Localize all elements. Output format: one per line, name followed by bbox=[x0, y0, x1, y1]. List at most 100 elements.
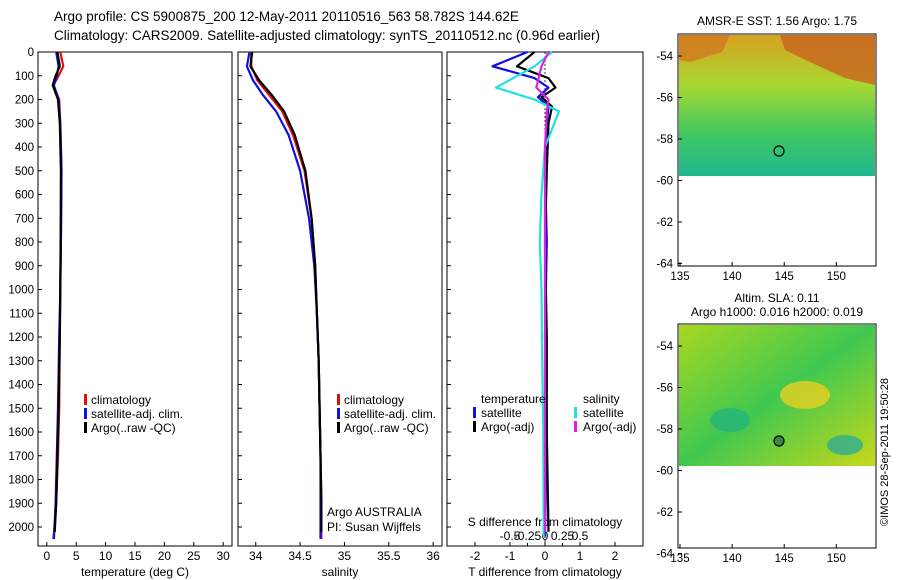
depth-tick-label: 1000 bbox=[8, 285, 34, 297]
lon-tick-label: 150 bbox=[827, 271, 846, 283]
series-line-salinity-argo-adj- bbox=[535, 51, 550, 532]
top-tick-label: -0.25 bbox=[514, 529, 542, 543]
top-tick-label: 0.25 bbox=[551, 529, 575, 543]
lon-tick-label: 135 bbox=[670, 271, 689, 283]
depth-tick-label: 1500 bbox=[8, 403, 34, 415]
depth-tick-label: 1300 bbox=[8, 356, 34, 368]
sla-map-title-line-2: Argo h1000: 0.016 h2000: 0.019 bbox=[691, 305, 863, 319]
sla-map: Altim. SLA: 0.11 Argo h1000: 0.016 h2000… bbox=[656, 291, 877, 565]
series-line-temperature-satellite bbox=[491, 50, 550, 537]
legend-label-sal-satellite: satellite bbox=[583, 406, 624, 420]
legend-label-climatology: climatology bbox=[344, 393, 404, 407]
x-tick-label: 10 bbox=[99, 549, 113, 563]
timestamp: ©IMOS 28-Sep-2011 19:50:28 bbox=[879, 378, 891, 526]
legend-salinity: climatology satellite-adj. clim. Argo(..… bbox=[327, 393, 436, 534]
chart-panel-1: 0100200300400500600700800900100011001200… bbox=[8, 47, 233, 579]
depth-tick-label: 100 bbox=[15, 71, 34, 83]
depth-tick-label: 1100 bbox=[9, 308, 34, 320]
legend-temperature: climatology satellite-adj. clim. Argo(..… bbox=[84, 393, 183, 435]
depth-tick-label: 200 bbox=[15, 95, 34, 107]
x-tick-label: 20 bbox=[158, 549, 172, 563]
x-tick-label: -1 bbox=[505, 549, 516, 563]
lat-tick-label: -54 bbox=[656, 51, 673, 63]
depth-tick-label: 1700 bbox=[8, 451, 34, 463]
legend-label-satellite: satellite-adj. clim. bbox=[344, 407, 436, 421]
plot-frame bbox=[37, 51, 233, 547]
depth-tick-label: 500 bbox=[15, 166, 34, 178]
depth-tick-label: 1600 bbox=[8, 427, 34, 439]
legend-label-argo: Argo(..raw -QC) bbox=[91, 421, 176, 435]
lon-tick-label: 135 bbox=[670, 553, 689, 565]
legend-swatch-satellite bbox=[84, 408, 87, 419]
legend-swatch-argo bbox=[84, 422, 87, 433]
lat-tick-label: -56 bbox=[656, 383, 673, 395]
sla-eddy bbox=[710, 408, 750, 432]
argo-location-marker bbox=[773, 435, 785, 447]
depth-tick-label: 700 bbox=[15, 213, 34, 225]
sst-map: AMSR-E SST: 1.56 Argo: 1.75 -54 -56 -58 -60… bbox=[656, 14, 877, 283]
figure-title-line-1: Argo profile: CS 5900875_200 12-May-2011… bbox=[54, 9, 519, 24]
depth-tick-label: 900 bbox=[15, 261, 34, 273]
x-axis-label: salinity bbox=[322, 565, 359, 579]
legend-label-argo: Argo(..raw -QC) bbox=[344, 421, 429, 435]
legend-label-temp-satellite: satellite bbox=[481, 406, 522, 420]
sst-map-title: AMSR-E SST: 1.56 Argo: 1.75 bbox=[697, 14, 857, 28]
chart-panel-2: 34 34.5 35 35.5 36 salinity bbox=[237, 51, 443, 579]
x-tick-label: 30 bbox=[217, 549, 231, 563]
figure-title-line-2: Climatology: CARS2009. Satellite-adjuste… bbox=[54, 28, 601, 43]
lon-tick-label: 145 bbox=[775, 271, 794, 283]
x-tick-label: 35.5 bbox=[377, 549, 401, 563]
lat-tick-label: -64 bbox=[656, 259, 673, 271]
legend-label-satellite: satellite-adj. clim. bbox=[91, 407, 183, 421]
x-tick-label: 15 bbox=[128, 549, 142, 563]
depth-tick-label: 400 bbox=[15, 142, 34, 154]
series-line-temperature-argo-adj- bbox=[515, 51, 557, 532]
legend-swatch-climatology bbox=[84, 394, 87, 405]
chart-panel-3: -2 -1 0 1 2-0.5-0.25 0 0.250.5S difference fro… bbox=[446, 50, 644, 579]
series-line-salinity-satellite bbox=[494, 51, 561, 537]
sla-eddy bbox=[827, 435, 863, 455]
argo-location-marker bbox=[773, 145, 785, 157]
lat-tick-label: -56 bbox=[656, 93, 673, 105]
legend-differences: temperature salinity satellite Argo(-adj… bbox=[473, 392, 636, 434]
lon-tick-label: 145 bbox=[775, 553, 794, 565]
lat-tick-label: -64 bbox=[656, 549, 673, 561]
sst-warm-patch-west bbox=[679, 35, 730, 62]
legend-swatch-climatology bbox=[337, 394, 340, 405]
lon-tick-label: 140 bbox=[723, 271, 742, 283]
lat-tick-label: -60 bbox=[656, 466, 673, 478]
depth-tick-label: 1200 bbox=[8, 332, 34, 344]
lat-tick-label: -60 bbox=[656, 176, 673, 188]
series-line-argo-raw-qc- bbox=[249, 51, 323, 532]
sla-map-title-line-1: Altim. SLA: 0.11 bbox=[734, 291, 819, 305]
x-tick-label: 36 bbox=[426, 549, 440, 563]
legend-swatch-sal-argo bbox=[574, 421, 577, 432]
plot-frame bbox=[237, 51, 443, 547]
depth-tick-label: 2000 bbox=[8, 522, 34, 534]
x-tick-label: 0 bbox=[43, 549, 50, 563]
legend-swatch-sal-satellite bbox=[574, 407, 577, 418]
lat-tick-label: -58 bbox=[656, 134, 673, 146]
x-axis-label: T difference from climatology bbox=[468, 565, 622, 579]
x-tick-label: 34.5 bbox=[288, 549, 312, 563]
lat-tick-label: -62 bbox=[656, 217, 673, 229]
depth-tick-label: 800 bbox=[15, 237, 34, 249]
lat-tick-label: -62 bbox=[656, 507, 673, 519]
argo-info-line-2: PI: Susan Wijffels bbox=[327, 520, 421, 534]
legend-swatch-argo bbox=[337, 422, 340, 433]
x-tick-label: 35 bbox=[338, 549, 352, 563]
depth-tick-label: 300 bbox=[15, 118, 34, 130]
top-tick-label: 0.5 bbox=[572, 529, 589, 543]
series-line-argo-raw-qc- bbox=[51, 51, 63, 532]
legend-swatch-satellite bbox=[337, 408, 340, 419]
x-axis-label: temperature (deg C) bbox=[81, 565, 189, 579]
x-tick-label: 1 bbox=[577, 549, 584, 563]
depth-tick-label: 1400 bbox=[8, 380, 34, 392]
x-tick-label: 34 bbox=[249, 549, 263, 563]
sst-warm-patch bbox=[780, 35, 875, 85]
depth-tick-label: 1800 bbox=[8, 475, 34, 487]
legend-label-climatology: climatology bbox=[91, 393, 151, 407]
series-line-climatology bbox=[250, 52, 323, 539]
x-tick-label: 2 bbox=[612, 549, 619, 563]
